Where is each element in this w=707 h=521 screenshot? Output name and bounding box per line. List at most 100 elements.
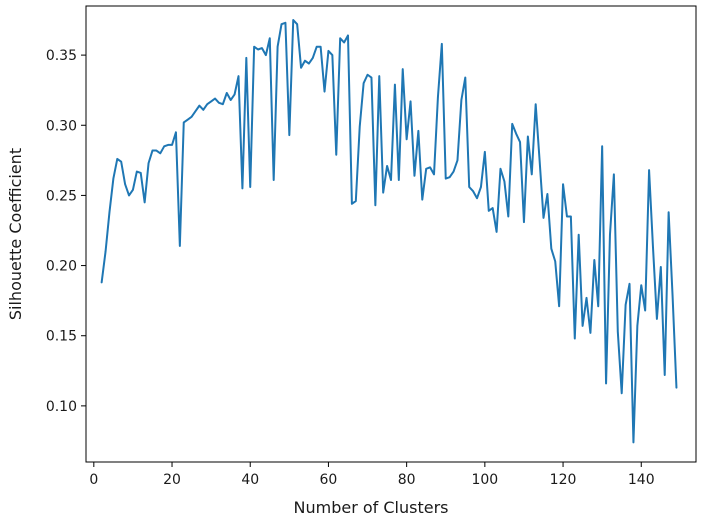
data-point — [304, 60, 306, 62]
data-point — [449, 176, 451, 178]
data-point — [374, 204, 376, 206]
data-point — [171, 144, 173, 146]
y-tick-label: 0.35 — [46, 48, 77, 64]
x-tick-label: 100 — [471, 472, 498, 488]
data-point — [273, 179, 275, 181]
data-point — [445, 177, 447, 180]
data-point — [515, 133, 517, 135]
data-point — [277, 46, 279, 48]
data-point — [550, 248, 552, 250]
data-point — [421, 199, 423, 201]
data-point — [578, 234, 580, 236]
data-point — [316, 46, 318, 48]
data-point — [214, 98, 216, 100]
data-point — [386, 165, 388, 167]
data-point — [339, 37, 341, 39]
data-point — [468, 186, 470, 188]
data-point — [398, 179, 400, 181]
data-point — [406, 138, 408, 140]
data-point — [519, 141, 521, 143]
data-point — [280, 23, 283, 25]
series-layer — [100, 19, 678, 444]
data-point — [327, 50, 330, 52]
data-point — [132, 189, 134, 191]
data-point — [546, 193, 549, 195]
x-tick-label: 80 — [398, 472, 416, 488]
data-point — [582, 325, 584, 327]
data-point — [269, 37, 271, 39]
data-point — [257, 48, 259, 51]
data-point — [589, 332, 592, 334]
data-point — [636, 325, 638, 327]
data-point — [452, 170, 455, 173]
data-point — [472, 190, 474, 192]
y-tick-label: 0.20 — [46, 259, 77, 275]
data-point — [370, 76, 373, 79]
data-point — [222, 103, 224, 105]
data-point — [429, 166, 431, 168]
data-point — [664, 374, 666, 376]
data-point — [675, 387, 678, 389]
y-axis-label: Silhouette Coefficient — [6, 148, 25, 320]
data-point — [433, 173, 435, 175]
y-tick-label: 0.25 — [46, 188, 77, 204]
data-point — [413, 175, 416, 177]
x-tick-label: 0 — [89, 472, 98, 488]
data-point — [183, 121, 185, 124]
data-point — [417, 130, 419, 132]
data-point — [104, 250, 107, 253]
data-point — [144, 201, 146, 204]
data-point — [503, 180, 505, 182]
data-point — [652, 246, 654, 248]
data-point — [585, 297, 588, 299]
data-point — [441, 43, 443, 45]
data-point — [265, 54, 267, 56]
data-point — [355, 200, 357, 202]
x-tick-label: 60 — [320, 472, 338, 488]
data-point — [241, 187, 244, 189]
data-point — [312, 57, 314, 59]
data-point — [394, 83, 396, 86]
data-point — [480, 186, 482, 188]
data-point — [562, 183, 564, 185]
data-point — [296, 23, 298, 25]
data-point — [198, 105, 200, 107]
data-point — [628, 283, 631, 285]
data-point — [456, 159, 459, 161]
data-point — [476, 197, 478, 199]
data-point — [366, 74, 369, 76]
data-point — [206, 103, 208, 105]
data-point — [253, 46, 255, 48]
data-point — [347, 34, 349, 37]
data-point — [656, 318, 658, 320]
data-point — [120, 161, 122, 163]
data-point — [292, 19, 294, 21]
data-point — [523, 221, 525, 223]
data-point — [167, 144, 169, 146]
x-tick-label: 140 — [628, 472, 655, 488]
data-point — [484, 151, 486, 153]
data-point — [179, 245, 181, 247]
data-point — [226, 92, 228, 94]
data-point — [409, 100, 412, 103]
data-point — [175, 131, 177, 133]
x-tick-label: 120 — [550, 472, 577, 488]
data-point — [648, 169, 650, 171]
data-point — [363, 82, 365, 84]
series-line — [100, 19, 678, 444]
data-point — [155, 149, 157, 152]
data-point — [390, 179, 392, 181]
data-point — [359, 126, 361, 128]
data-point — [124, 183, 126, 185]
data-point — [335, 154, 337, 156]
data-point — [343, 41, 345, 44]
data-point — [488, 210, 490, 212]
data-point — [284, 22, 287, 24]
data-point — [140, 172, 142, 174]
data-point — [112, 177, 114, 180]
plot-area — [85, 5, 697, 463]
data-point — [108, 211, 111, 213]
data-point — [640, 284, 642, 286]
data-point — [527, 135, 529, 138]
